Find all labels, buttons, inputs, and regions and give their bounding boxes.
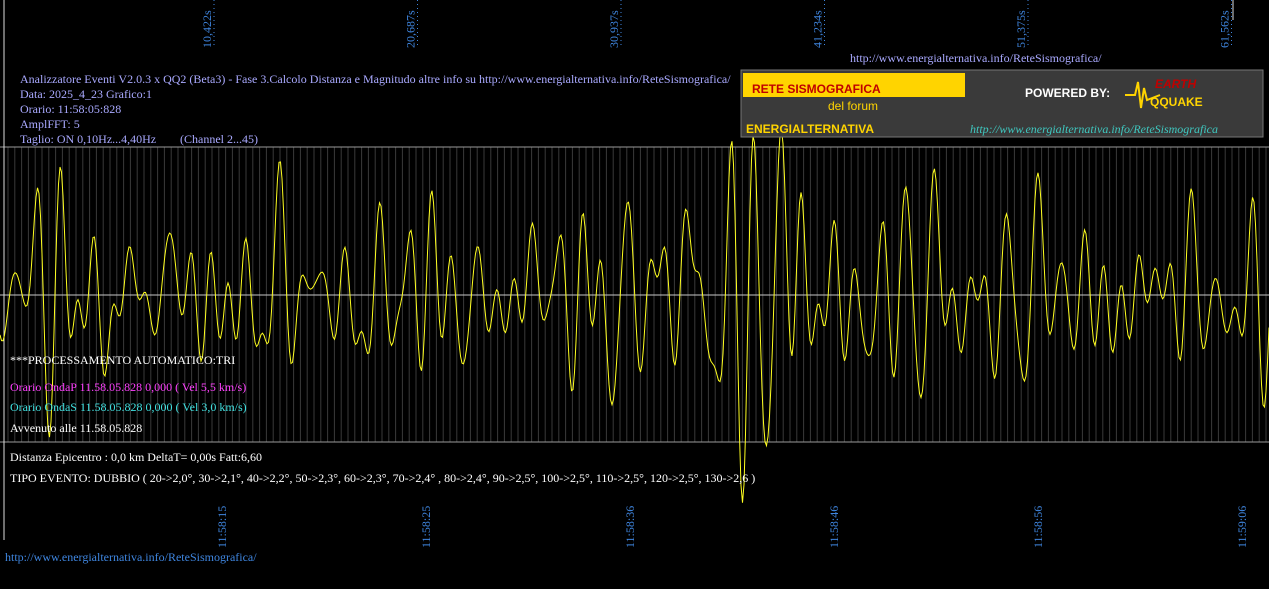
event-type: TIPO EVENTO: DUBBIO ( 20->2,0°, 30->2,1°… (10, 471, 755, 485)
top-tick-label: 30,937s (607, 10, 621, 48)
header-time: Orario: 11:58:05:828 (20, 102, 121, 116)
wave-p: Orario OndaP 11.58.05.828 0,000 ( Vel 5,… (10, 380, 246, 394)
processing: ***PROCESSAMENTO AUTOMATICO:TRI (10, 353, 235, 367)
wave-s: Orario OndaS 11.58.05.828 0,000 ( Vel 3,… (10, 400, 247, 414)
header-title: Analizzatore Eventi V2.0.3 x QQ2 (Beta3)… (20, 72, 731, 86)
top-tick-label: 61,562s (1218, 10, 1232, 48)
bottom-tick-label: 11:58:56 (1031, 506, 1045, 548)
logo-banner (743, 73, 965, 97)
waveform (0, 128, 1269, 503)
header-ampl: AmplFFT: 5 (20, 117, 80, 131)
bottom-tick-label: 11:58:15 (215, 506, 229, 548)
logo-powered: POWERED BY: (1025, 86, 1110, 100)
logo-wave-icon (1125, 81, 1161, 109)
bottom-url: http://www.energialternativa.info/ReteSi… (5, 550, 257, 564)
top-tick-label: 51,375s (1014, 10, 1028, 48)
ticks: 10,422s 20,687s 30,937s 41,234s 51,375s 61,56… (200, 0, 1249, 548)
logo-sub: del forum (828, 99, 878, 113)
top-tick-label: 41,234s (811, 10, 825, 48)
logo: RETE SISMOGRAFICA del forum ENERGIALTERN… (740, 69, 1264, 138)
logo-brand2: QQUAKE (1150, 95, 1203, 109)
bottom-tick-label: 11:58:36 (623, 506, 637, 548)
top-url: http://www.energialternativa.info/ReteSi… (850, 51, 1102, 65)
top-tick-label: 20,687s (404, 10, 418, 48)
distance: Distanza Epicentro : 0,0 km DeltaT= 0,00… (10, 450, 262, 464)
bottom-tick-label: 11:59:06 (1235, 506, 1249, 548)
logo-brand1: EARTH (1155, 77, 1196, 91)
logo-url: http://www.energialternativa.info/ReteSi… (970, 122, 1218, 136)
header-date: Data: 2025_4_23 Grafico:1 (20, 87, 152, 101)
header-cut: Taglio: ON 0,10Hz...4,40Hz (20, 132, 156, 146)
bottom-tick-label: 11:58:46 (827, 506, 841, 548)
bottom-tick-label: 11:58:25 (419, 506, 433, 548)
top-tick-label: 10,422s (200, 10, 214, 48)
occurred: Avvenuto alle 11.58.05.828 (10, 421, 142, 435)
header-channel: (Channel 2...45) (180, 132, 258, 146)
logo-title: RETE SISMOGRAFICA (752, 82, 881, 96)
logo-name: ENERGIALTERNATIVA (746, 122, 874, 136)
